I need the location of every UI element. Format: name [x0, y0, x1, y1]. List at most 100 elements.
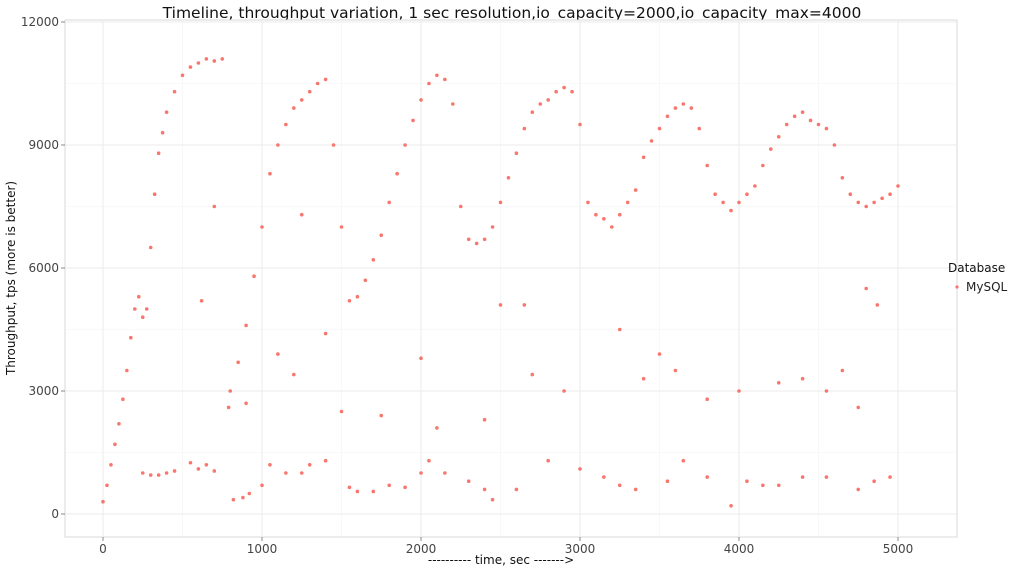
legend-label-mysql: MySQL — [966, 280, 1008, 294]
data-point — [490, 225, 495, 229]
data-point — [673, 106, 678, 110]
data-point — [482, 237, 487, 242]
data-point — [199, 299, 204, 303]
data-point — [562, 389, 566, 393]
data-point — [776, 381, 781, 385]
data-point — [105, 483, 109, 488]
data-point — [848, 192, 853, 196]
chart-title: Timeline, throughput variation, 1 sec re… — [162, 4, 862, 23]
data-point — [411, 118, 415, 123]
data-point — [323, 458, 328, 463]
data-point — [212, 59, 217, 63]
data-point — [538, 102, 543, 106]
data-point — [307, 463, 312, 467]
data-point — [875, 303, 880, 307]
tick-labels: 0 1000 2000 3000 4000 5000 0 3000 6000 9000 12000 — [21, 15, 913, 556]
data-point — [136, 294, 141, 299]
data-point — [888, 475, 892, 479]
y-axis-label: Throughput, tps (more is better) — [4, 181, 18, 376]
data-point — [530, 372, 535, 377]
data-point — [800, 475, 805, 479]
data-point — [888, 192, 892, 196]
data-point — [792, 114, 797, 119]
data-point — [109, 463, 113, 467]
data-point — [546, 98, 550, 102]
data-point — [204, 57, 209, 61]
data-point — [148, 473, 153, 477]
data-point — [260, 225, 264, 229]
data-point — [490, 497, 495, 502]
data-point — [761, 163, 765, 168]
x-tick-label: 3000 — [565, 542, 596, 556]
data-point — [514, 151, 519, 155]
plot-panel — [64, 19, 958, 538]
data-point — [276, 143, 280, 147]
data-point — [458, 204, 463, 209]
data-point — [323, 77, 328, 82]
data-point — [299, 98, 304, 102]
data-point — [172, 469, 177, 473]
data-point — [594, 212, 598, 217]
data-point — [474, 241, 479, 246]
data-point — [633, 188, 638, 192]
data-point — [284, 471, 288, 475]
data-point — [713, 192, 717, 196]
data-point — [395, 171, 399, 176]
data-point — [602, 475, 606, 479]
data-point — [840, 368, 845, 373]
data-point — [824, 475, 829, 479]
data-point — [220, 57, 225, 61]
data-point — [617, 212, 622, 217]
data-point — [236, 360, 240, 365]
data-point — [824, 389, 829, 393]
x-tick-label: 0 — [99, 542, 107, 556]
data-point — [522, 303, 527, 307]
data-point — [231, 497, 236, 502]
data-point — [387, 483, 392, 488]
data-point — [856, 487, 861, 492]
data-point — [196, 467, 201, 471]
data-point — [649, 139, 654, 143]
data-point — [419, 356, 423, 361]
data-points — [101, 57, 900, 508]
data-point — [800, 376, 805, 381]
data-point — [872, 479, 876, 484]
data-point — [514, 487, 519, 492]
grid-lines — [65, 20, 957, 537]
data-point — [602, 217, 606, 221]
x-tick-label: 2000 — [406, 542, 437, 556]
data-point — [498, 303, 503, 307]
data-point — [315, 81, 320, 86]
data-point — [800, 110, 805, 114]
data-point — [482, 487, 487, 492]
data-point — [570, 89, 574, 94]
data-point — [419, 98, 423, 102]
y-tick-label: 0 — [51, 507, 59, 521]
data-point — [121, 397, 125, 402]
data-point — [241, 495, 245, 500]
y-tick-label: 6000 — [28, 261, 59, 275]
data-point — [355, 489, 360, 494]
data-point — [299, 212, 304, 217]
data-point — [188, 460, 193, 465]
data-point — [506, 176, 511, 180]
data-point — [268, 463, 272, 467]
data-point — [244, 401, 248, 406]
data-point — [856, 200, 861, 205]
data-point — [617, 327, 622, 332]
data-point — [530, 110, 535, 114]
data-point — [180, 73, 185, 78]
data-point — [152, 192, 157, 196]
data-point — [617, 483, 622, 488]
data-point — [745, 192, 749, 196]
data-point — [212, 469, 217, 473]
data-point — [578, 467, 582, 471]
data-point — [482, 417, 487, 422]
data-point — [435, 426, 439, 430]
data-point — [427, 458, 431, 463]
data-point — [681, 102, 686, 106]
data-point — [244, 323, 248, 328]
data-point — [323, 331, 328, 336]
data-point — [339, 409, 344, 414]
data-point — [403, 485, 407, 490]
